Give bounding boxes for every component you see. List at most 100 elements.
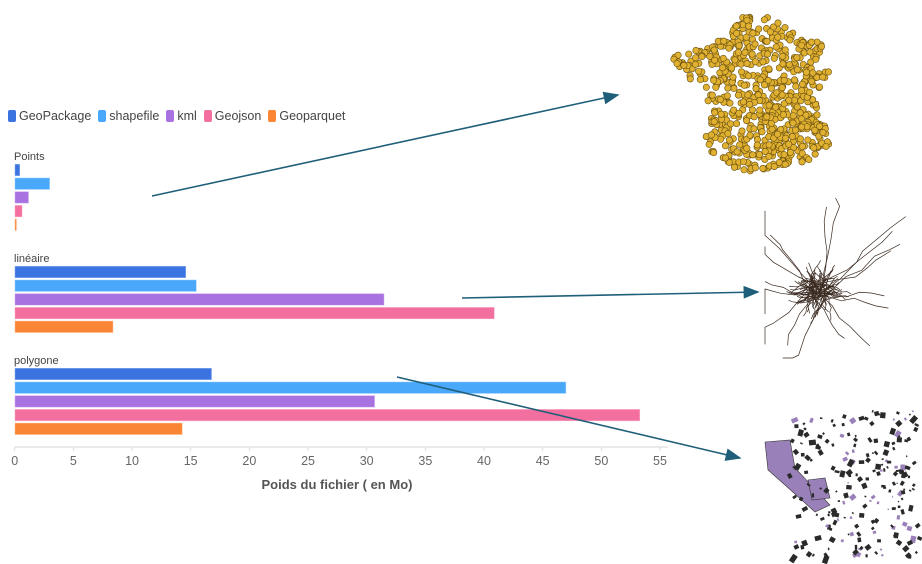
point-marker xyxy=(767,84,775,92)
polygon-feature xyxy=(792,448,800,456)
legend-item: GeoPackage xyxy=(8,109,91,123)
polygon-feature xyxy=(891,507,896,511)
line-feature xyxy=(819,273,822,282)
bar-shapefile xyxy=(14,381,567,395)
point-marker xyxy=(778,84,786,92)
point-marker xyxy=(704,97,712,105)
polygon-feature xyxy=(840,539,844,543)
polygon-feature xyxy=(853,443,857,448)
line-feature xyxy=(826,295,849,301)
polygon-feature xyxy=(800,544,805,550)
point-marker xyxy=(692,54,700,62)
point-marker xyxy=(800,49,808,57)
polygon-feature xyxy=(877,539,882,543)
line-feature xyxy=(810,275,815,299)
point-marker xyxy=(766,28,774,36)
line-feature xyxy=(790,286,813,291)
polygon-feature xyxy=(798,496,804,502)
point-marker xyxy=(744,72,752,80)
point-marker xyxy=(719,64,727,72)
polygon-feature xyxy=(872,469,876,473)
polygon-feature xyxy=(883,440,891,448)
polygon-feature xyxy=(892,446,896,451)
point-marker xyxy=(710,149,718,157)
point-marker xyxy=(793,103,801,111)
line-feature xyxy=(800,280,812,283)
polygon-feature xyxy=(825,524,830,528)
line-feature xyxy=(782,295,823,359)
point-marker xyxy=(745,22,753,30)
point-marker xyxy=(734,48,742,56)
point-marker xyxy=(710,76,718,84)
point-marker xyxy=(708,91,716,99)
legend-swatch xyxy=(8,110,16,122)
point-marker xyxy=(774,33,782,41)
point-marker xyxy=(813,111,821,119)
point-marker xyxy=(764,50,772,58)
point-marker xyxy=(746,100,754,108)
polygon-feature xyxy=(887,460,892,464)
polygon-feature xyxy=(849,516,853,519)
polygon-feature xyxy=(805,550,813,558)
point-marker xyxy=(733,120,741,128)
polygon-feature xyxy=(900,464,905,470)
point-marker xyxy=(824,68,832,76)
line-feature xyxy=(764,282,816,345)
polygon-feature xyxy=(845,468,853,477)
point-marker xyxy=(749,151,757,159)
point-marker xyxy=(760,16,768,24)
category-label: polygone xyxy=(14,355,59,367)
point-marker xyxy=(767,119,775,127)
polygon-feature xyxy=(858,460,865,465)
point-marker xyxy=(779,60,787,68)
point-marker xyxy=(712,83,720,91)
polygon-feature xyxy=(828,536,836,544)
bar-kml xyxy=(14,394,376,408)
polygon-feature xyxy=(873,517,880,524)
polygon-feature xyxy=(841,422,845,427)
bar-shapefile xyxy=(14,177,51,191)
point-marker xyxy=(772,103,780,111)
point-marker xyxy=(781,160,789,168)
polygon-feature xyxy=(793,544,800,550)
polygon-feature xyxy=(847,482,850,484)
polygon-feature xyxy=(832,519,838,526)
line-feature xyxy=(819,279,828,300)
point-marker xyxy=(792,82,800,90)
polygon-feature xyxy=(823,552,829,558)
point-marker xyxy=(810,144,818,152)
x-tick-label: 10 xyxy=(125,454,139,468)
polygon-feature xyxy=(811,493,815,498)
polygon-feature xyxy=(846,484,852,490)
point-marker xyxy=(793,66,801,74)
polygon-feature xyxy=(849,493,857,501)
polygon-feature xyxy=(823,487,830,494)
point-marker xyxy=(756,76,764,84)
point-marker xyxy=(748,50,756,58)
polygon-feature xyxy=(853,437,859,443)
point-marker xyxy=(743,117,751,125)
point-marker xyxy=(763,113,771,121)
polygon-feature xyxy=(804,470,809,475)
point-marker xyxy=(725,44,733,52)
polygon-feature xyxy=(843,516,846,519)
polygon-feature xyxy=(876,501,880,505)
bar-shapefile xyxy=(14,279,198,293)
point-marker xyxy=(707,131,715,139)
point-marker xyxy=(746,131,754,139)
polygon-feature xyxy=(815,513,819,517)
polygon-feature xyxy=(871,451,875,455)
line-feature xyxy=(798,276,811,286)
point-marker xyxy=(789,112,797,120)
legend-label: Geojson xyxy=(214,109,262,123)
polygon-feature xyxy=(869,420,875,427)
points-map-illustration xyxy=(670,13,833,175)
polygon-feature xyxy=(906,525,913,532)
point-marker xyxy=(798,149,806,157)
polygon-feature xyxy=(904,439,909,443)
point-marker xyxy=(816,122,824,130)
lines-map-illustration xyxy=(764,197,906,359)
point-marker xyxy=(686,75,694,83)
polygon-feature xyxy=(844,451,850,456)
bar-geopackage xyxy=(14,163,21,177)
